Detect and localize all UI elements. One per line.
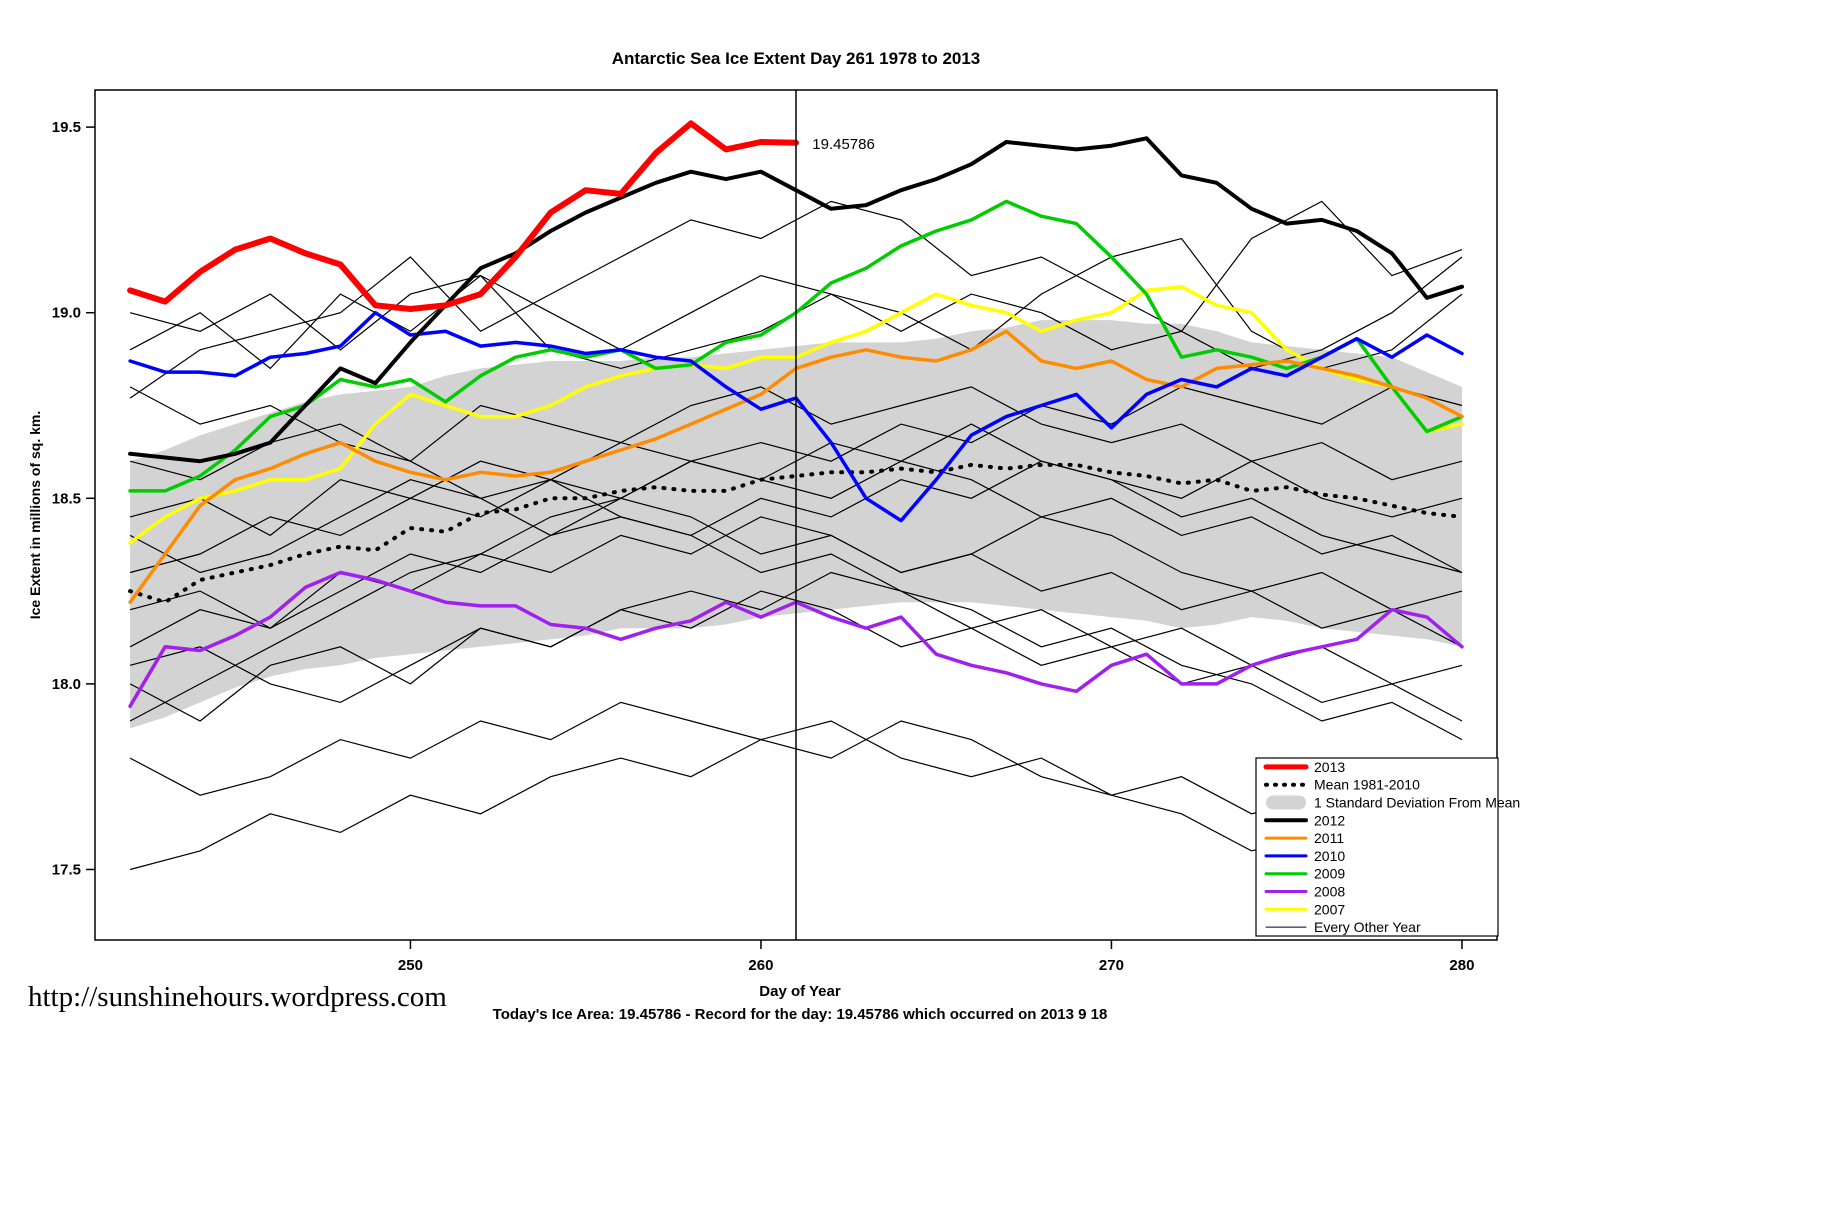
y-tick-label: 19.5 [52, 119, 81, 136]
legend-label: 2008 [1314, 884, 1345, 900]
legend-label: Mean 1981-2010 [1314, 777, 1420, 793]
y-tick-label: 18.0 [52, 676, 81, 693]
y-tick-label: 18.5 [52, 490, 81, 507]
legend-label: 2013 [1314, 759, 1345, 775]
x-tick-label: 260 [748, 957, 773, 974]
chart-title: Antarctic Sea Ice Extent Day 261 1978 to… [612, 49, 981, 68]
legend-box [1255, 757, 1499, 937]
plot-layer: 19.45786 250 260 270 280 17.5 18.0 18.5 19.0 19.5… [52, 89, 1520, 974]
series-2013-line [127, 120, 799, 312]
legend-label: 1 Standard Deviation From Mean [1314, 795, 1520, 811]
legend-label: 2012 [1314, 812, 1345, 828]
x-tick-label: 250 [398, 957, 423, 974]
legend-label: 2010 [1314, 848, 1345, 864]
legend-label: 2011 [1314, 830, 1344, 846]
footer-note: Today's Ice Area: 19.45786 - Record for … [493, 1006, 1108, 1023]
site-url: http://sunshinehours.wordpress.com [28, 981, 447, 1013]
x-tick-label: 280 [1449, 957, 1474, 974]
y-tick-label: 17.5 [52, 861, 81, 878]
legend-band-swatch [1266, 795, 1306, 810]
legend-label: 2009 [1314, 866, 1345, 882]
x-tick-label: 270 [1099, 957, 1124, 974]
x-axis-label: Day of Year [759, 983, 841, 1000]
legend-label: 2007 [1314, 901, 1345, 917]
plot-border [94, 89, 1498, 941]
current-value-annotation: 19.45786 [812, 136, 875, 153]
y-axis-label: Ice Extent in millions of sq. km. [27, 411, 43, 620]
legend-label: Every Other Year [1314, 919, 1421, 935]
y-tick-label: 19.0 [52, 305, 81, 322]
